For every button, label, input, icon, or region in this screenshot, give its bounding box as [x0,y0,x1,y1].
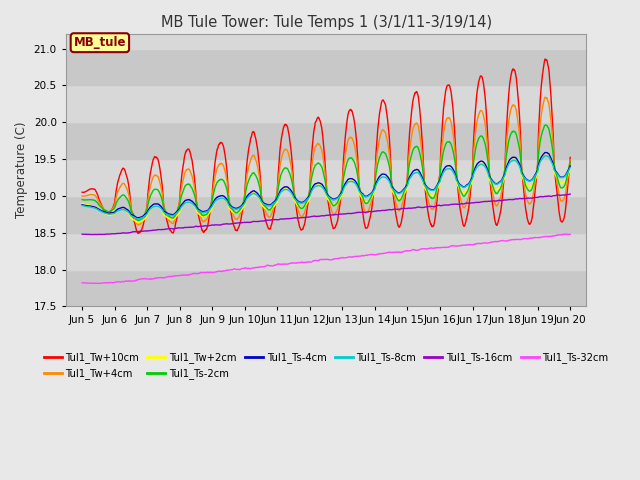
Bar [66,233,586,269]
Text: MB_tule: MB_tule [74,36,126,49]
Bar [66,269,586,306]
Bar [66,159,586,196]
Bar [66,85,586,122]
Bar [66,122,586,159]
Bar [66,196,586,233]
Legend: Tul1_Tw+10cm, Tul1_Tw+4cm, Tul1_Tw+2cm, Tul1_Ts-2cm, Tul1_Ts-4cm, Tul1_Ts-8cm, T: Tul1_Tw+10cm, Tul1_Tw+4cm, Tul1_Tw+2cm, … [40,348,612,383]
Y-axis label: Temperature (C): Temperature (C) [15,122,28,218]
Title: MB Tule Tower: Tule Temps 1 (3/1/11-3/19/14): MB Tule Tower: Tule Temps 1 (3/1/11-3/19… [161,15,492,30]
Bar [66,12,586,48]
Bar [66,48,586,85]
